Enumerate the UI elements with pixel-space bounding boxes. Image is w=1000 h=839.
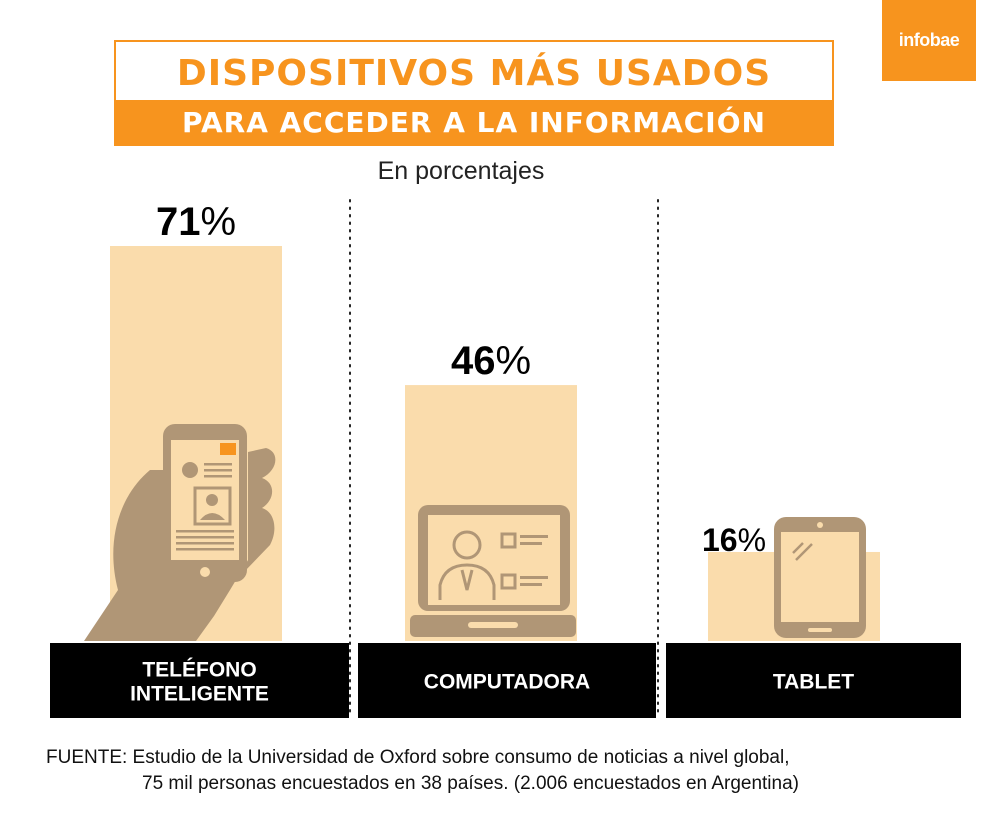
tablet-icon bbox=[774, 517, 866, 638]
mini-logo bbox=[220, 443, 236, 455]
smartphone-in-hand-icon bbox=[84, 424, 276, 641]
text-line bbox=[204, 469, 232, 472]
tablet-screen bbox=[781, 532, 859, 622]
text-line bbox=[176, 542, 234, 545]
photo-head bbox=[206, 494, 218, 506]
value-number: 16 bbox=[702, 522, 738, 558]
title-box: DISPOSITIVOS MÁS USADOS PARA ACCEDER A L… bbox=[114, 40, 834, 146]
value-number: 71 bbox=[156, 200, 201, 244]
text-line bbox=[204, 463, 232, 466]
category-label: INTELIGENTE bbox=[130, 683, 269, 706]
phone-screen bbox=[171, 440, 239, 560]
bar-group: 46% COMPUTADORA bbox=[358, 339, 656, 718]
source-line-2: 75 mil personas encuestados en 38 países… bbox=[142, 773, 799, 794]
tablet-camera bbox=[817, 522, 823, 528]
text-line bbox=[204, 475, 232, 478]
unit-note: En porcentajes bbox=[377, 157, 545, 185]
photo-frame bbox=[193, 486, 232, 526]
source-line-1: FUENTE: Estudio de la Universidad de Oxf… bbox=[46, 747, 790, 768]
bar-group: 16% TABLET bbox=[666, 517, 961, 718]
screen-line bbox=[520, 535, 548, 538]
tablet-home bbox=[808, 628, 832, 632]
category-label-bar bbox=[358, 643, 656, 718]
text-line bbox=[176, 536, 234, 539]
screen-box bbox=[500, 573, 517, 590]
category-label: TABLET bbox=[773, 671, 854, 694]
text-line bbox=[176, 548, 234, 551]
infobae-logo: infobae bbox=[882, 0, 976, 81]
laptop-icon bbox=[410, 505, 576, 637]
category-label-bar bbox=[666, 643, 961, 718]
category-label: TELÉFONO bbox=[142, 659, 256, 682]
value-label: 16% bbox=[702, 522, 766, 558]
chart-title: DISPOSITIVOS MÁS USADOS bbox=[176, 53, 772, 94]
screen-dot bbox=[182, 462, 198, 478]
glare-line bbox=[792, 542, 804, 554]
glare-line bbox=[795, 543, 813, 561]
source-note: FUENTE: Estudio de la Universidad de Oxf… bbox=[46, 745, 946, 797]
value-number: 46 bbox=[451, 339, 496, 383]
value-label: 46% bbox=[451, 339, 531, 383]
category-label-bar bbox=[50, 643, 349, 718]
screen-line bbox=[520, 583, 542, 586]
value-percent: % bbox=[200, 200, 236, 244]
screen-line bbox=[520, 576, 548, 579]
value-percent: % bbox=[495, 339, 531, 383]
screen-box bbox=[500, 532, 517, 549]
person-tie bbox=[460, 569, 474, 591]
category-label: COMPUTADORA bbox=[424, 671, 590, 694]
person-body bbox=[438, 563, 496, 600]
person-head bbox=[452, 530, 482, 560]
touchpad bbox=[468, 622, 518, 628]
value-label: 71% bbox=[156, 200, 236, 244]
hand-shape bbox=[84, 448, 276, 641]
text-line bbox=[176, 530, 234, 533]
home-button bbox=[200, 567, 210, 577]
value-percent: % bbox=[738, 522, 766, 558]
chart-subtitle: PARA ACCEDER A LA INFORMACIÓN bbox=[116, 100, 832, 146]
photo-body bbox=[200, 513, 225, 520]
screen-line bbox=[520, 542, 542, 545]
